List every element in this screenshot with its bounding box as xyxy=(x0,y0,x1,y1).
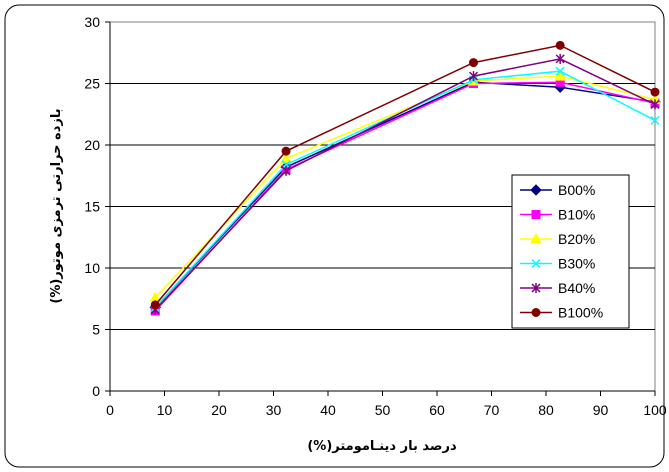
y-tick-label: 20 xyxy=(84,137,100,153)
axis-layer: 0 5 10 15 20 25 30 0 10 20 30 40 50 60 70 80 90 100 xyxy=(84,14,666,418)
legend-label: B40% xyxy=(558,280,595,296)
legend-item: B20% xyxy=(520,231,595,247)
data-point xyxy=(650,99,660,110)
legend-label: B30% xyxy=(558,256,595,272)
x-tick-label: 60 xyxy=(429,402,445,418)
x-tick-label: 80 xyxy=(538,402,554,418)
x-tick-label: 90 xyxy=(593,402,609,418)
x-axis-title: درصد بار دینـامومتر(%) xyxy=(307,439,457,454)
data-point xyxy=(150,300,160,310)
data-point xyxy=(280,152,292,164)
legend-item: B30% xyxy=(520,256,595,272)
legend-marker xyxy=(530,184,542,196)
legend-item: B100% xyxy=(520,305,603,321)
y-tick-label: 30 xyxy=(84,14,100,30)
x-tick-label: 30 xyxy=(266,402,282,418)
legend-box xyxy=(511,174,630,329)
y-tick-label: 25 xyxy=(84,76,100,92)
data-point-stroke xyxy=(555,66,565,76)
data-point xyxy=(555,66,565,76)
x-tick-label: 100 xyxy=(643,402,667,418)
x-tick-label: 40 xyxy=(320,402,336,418)
legend-item: B10% xyxy=(520,207,595,223)
x-tick-label: 0 xyxy=(106,402,114,418)
y-axis-title: بازده حرارتی ترمزی موتور(%) xyxy=(49,108,64,303)
y-tick-label: 15 xyxy=(84,199,100,215)
data-point-stroke xyxy=(650,115,660,125)
x-tick-label: 50 xyxy=(375,402,391,418)
legend-marker xyxy=(531,210,541,219)
series-layer xyxy=(149,40,661,316)
legend-marker-stroke xyxy=(531,258,541,269)
legend-label: B00% xyxy=(558,182,595,198)
x-tick-label: 10 xyxy=(157,402,173,418)
x-tick-label: 20 xyxy=(211,402,227,418)
data-point xyxy=(650,87,660,97)
legend-marker xyxy=(530,232,542,244)
series-B100% xyxy=(150,40,660,310)
data-point xyxy=(555,40,565,50)
y-tick-label: 0 xyxy=(92,383,100,399)
data-point xyxy=(281,165,291,176)
data-point xyxy=(650,115,660,125)
legend-marker xyxy=(531,308,541,317)
y-tick-label: 5 xyxy=(92,322,100,338)
legend-label: B10% xyxy=(558,207,595,223)
legend: B00% B10% B20% B30% B40% B100% xyxy=(511,174,630,329)
data-point xyxy=(555,53,565,64)
data-point xyxy=(469,58,479,68)
legend-label: B100% xyxy=(558,305,603,321)
legend-marker xyxy=(531,258,541,269)
data-point xyxy=(281,146,291,156)
legend-marker xyxy=(531,283,541,293)
legend-item: B40% xyxy=(520,280,595,296)
data-point xyxy=(554,70,567,81)
y-tick-label: 10 xyxy=(84,260,100,276)
legend-label: B20% xyxy=(558,231,595,247)
series-B40% xyxy=(150,53,660,315)
x-tick-label: 70 xyxy=(484,402,500,418)
data-point xyxy=(468,71,479,82)
legend-item: B00% xyxy=(520,182,595,198)
